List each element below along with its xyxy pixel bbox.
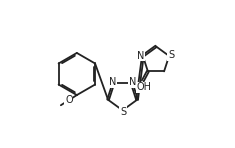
Text: S: S: [120, 107, 126, 117]
Text: S: S: [168, 50, 174, 60]
Text: N: N: [109, 77, 117, 87]
Text: OH: OH: [137, 82, 152, 92]
Text: N: N: [129, 77, 136, 87]
Text: N: N: [137, 50, 145, 61]
Text: O: O: [65, 95, 73, 105]
